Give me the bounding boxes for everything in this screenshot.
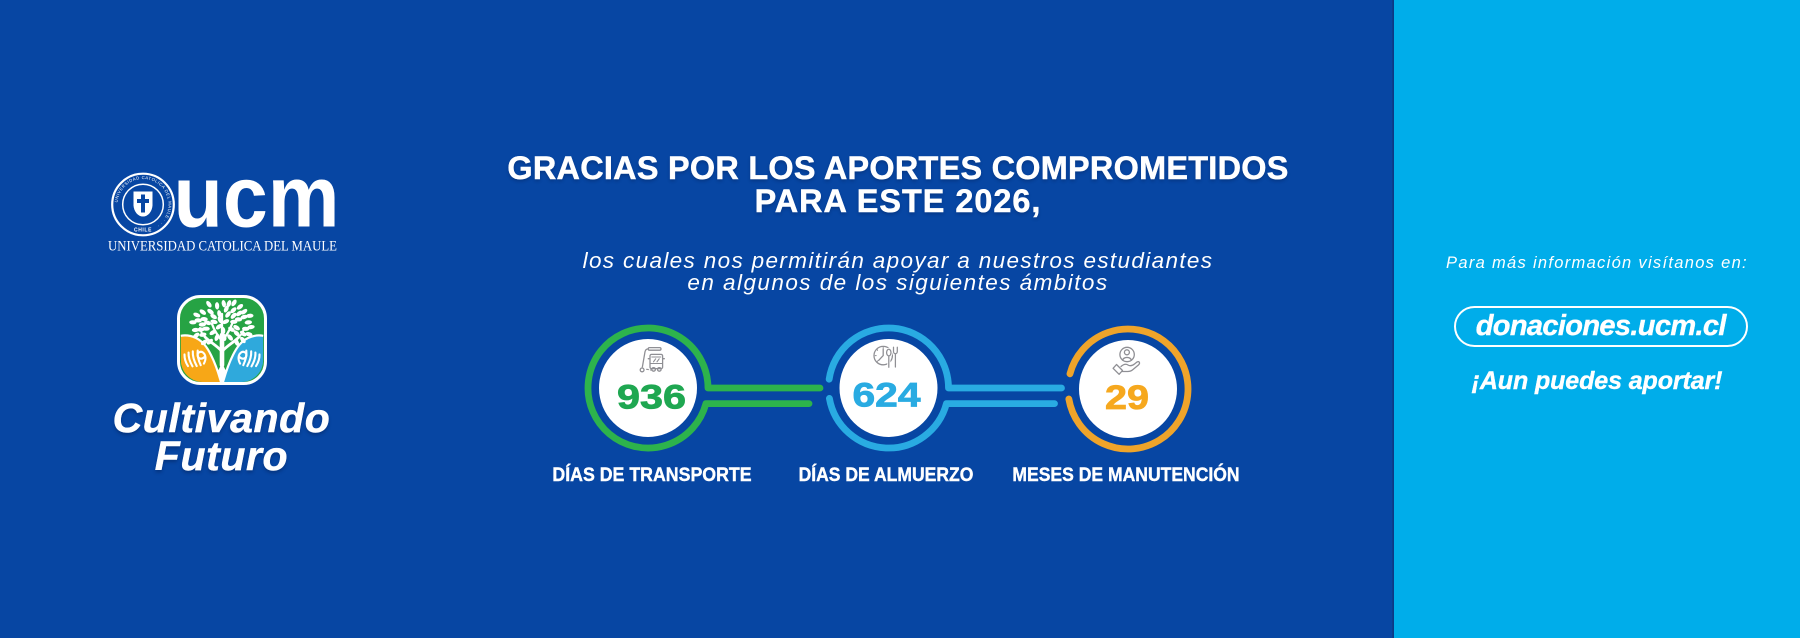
svg-text:ucm: ucm <box>174 160 340 245</box>
svg-text:624: 624 <box>853 377 921 415</box>
svg-text:29: 29 <box>1105 379 1149 417</box>
svg-text:CHILE: CHILE <box>134 227 152 233</box>
svg-text:936: 936 <box>617 378 686 416</box>
svg-text:UNIVERSIDAD CATOLICA DEL MAULE: UNIVERSIDAD CATOLICA DEL MAULE <box>108 238 337 255</box>
